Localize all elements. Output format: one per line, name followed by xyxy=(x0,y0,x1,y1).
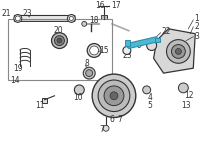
Text: 2: 2 xyxy=(194,22,199,31)
Circle shape xyxy=(103,125,109,131)
Text: 6: 6 xyxy=(109,115,114,124)
Circle shape xyxy=(149,43,155,49)
Text: 4: 4 xyxy=(148,93,153,102)
Circle shape xyxy=(175,49,181,54)
Text: 3: 3 xyxy=(194,32,199,41)
Circle shape xyxy=(82,21,87,26)
Circle shape xyxy=(123,46,131,54)
Circle shape xyxy=(167,40,190,63)
PathPatch shape xyxy=(154,29,195,73)
Bar xyxy=(42,98,47,103)
Circle shape xyxy=(67,15,75,22)
Text: 16: 16 xyxy=(95,1,105,10)
Text: 12: 12 xyxy=(184,91,194,100)
Text: 10: 10 xyxy=(73,93,83,102)
Text: 5: 5 xyxy=(148,101,153,110)
Text: 7: 7 xyxy=(117,115,122,124)
Text: 9: 9 xyxy=(137,41,142,50)
Text: 14: 14 xyxy=(10,76,20,85)
Text: 22: 22 xyxy=(162,27,171,36)
Circle shape xyxy=(92,74,136,117)
Circle shape xyxy=(171,45,185,58)
Text: 8: 8 xyxy=(84,59,89,68)
Circle shape xyxy=(52,33,67,49)
Circle shape xyxy=(83,67,95,79)
Circle shape xyxy=(143,86,151,94)
PathPatch shape xyxy=(127,37,159,49)
Text: 15: 15 xyxy=(99,46,109,55)
Text: 23: 23 xyxy=(122,51,132,60)
Text: 20: 20 xyxy=(54,26,63,35)
Circle shape xyxy=(178,83,188,93)
Text: 18: 18 xyxy=(89,16,99,25)
Circle shape xyxy=(110,92,118,100)
Circle shape xyxy=(147,41,157,50)
Text: 11: 11 xyxy=(36,101,45,110)
Text: 1: 1 xyxy=(194,14,199,23)
Text: 13: 13 xyxy=(181,101,191,110)
Circle shape xyxy=(14,15,22,22)
Circle shape xyxy=(86,70,93,77)
Text: 7: 7 xyxy=(99,125,104,134)
Circle shape xyxy=(69,16,73,20)
Circle shape xyxy=(15,16,20,21)
Circle shape xyxy=(125,49,129,52)
Text: 17: 17 xyxy=(111,1,121,10)
Bar xyxy=(101,15,107,19)
Text: 21: 21 xyxy=(2,9,11,17)
FancyBboxPatch shape xyxy=(14,15,75,21)
Bar xyxy=(125,40,130,46)
Circle shape xyxy=(57,38,62,43)
Circle shape xyxy=(98,80,130,112)
Bar xyxy=(155,38,160,42)
Circle shape xyxy=(87,44,101,57)
Circle shape xyxy=(104,86,124,106)
Circle shape xyxy=(74,85,84,95)
Text: 19: 19 xyxy=(13,64,23,73)
Circle shape xyxy=(55,36,64,46)
Circle shape xyxy=(90,46,99,55)
Text: 23: 23 xyxy=(23,9,32,17)
